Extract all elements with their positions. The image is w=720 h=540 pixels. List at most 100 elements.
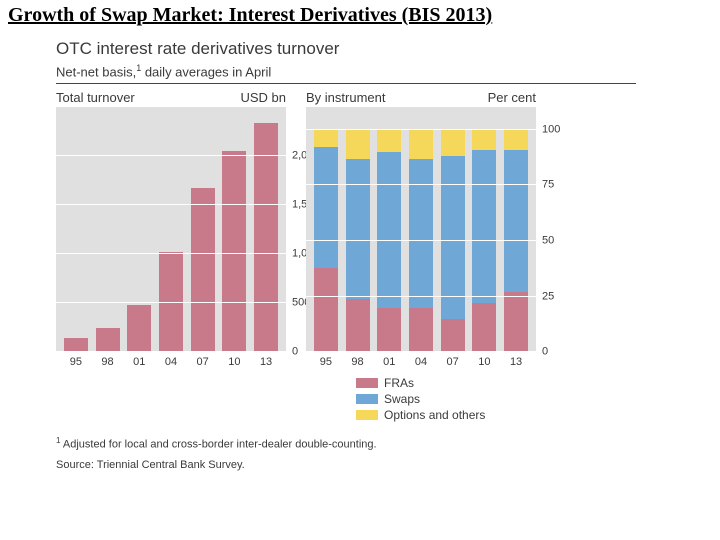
- gridline: [306, 129, 536, 130]
- bar: [64, 338, 88, 353]
- bar: [222, 151, 246, 352]
- bar-segment-fras: [377, 308, 401, 353]
- bar: [254, 123, 278, 352]
- xaxis-left: 95 98 01 04 07 10 13: [56, 356, 286, 368]
- xtick: 10: [472, 356, 496, 368]
- xaxis-right: 95 98 01 04 07 10 13: [306, 356, 536, 368]
- bar-segment-options: [377, 130, 401, 152]
- xtick: 13: [504, 356, 528, 368]
- panel-left-label: Total turnover: [56, 90, 135, 105]
- xtick: 07: [441, 356, 465, 368]
- bar-segment-swaps: [346, 159, 370, 299]
- xtick: 98: [96, 356, 120, 368]
- ytick: 100: [542, 124, 560, 135]
- bar-column: [504, 130, 528, 353]
- bar-segment-options: [409, 130, 433, 159]
- bar-segment-swaps: [504, 150, 528, 293]
- page-title: Growth of Swap Market: Interest Derivati…: [8, 4, 712, 27]
- gridline: [306, 184, 536, 185]
- chart-title: OTC interest rate derivatives turnover: [56, 39, 636, 59]
- bar-segment-swaps: [472, 150, 496, 304]
- panels: Total turnover USD bn 2,0001,5001,000500…: [56, 90, 636, 368]
- gridline: [56, 253, 286, 254]
- bar-segment-options: [314, 130, 338, 148]
- ytick: 75: [542, 180, 554, 191]
- bar-column: [222, 151, 246, 352]
- xtick: 04: [409, 356, 433, 368]
- bar-segment-options: [504, 130, 528, 150]
- legend-row: FRAs: [356, 376, 636, 390]
- xtick: 95: [64, 356, 88, 368]
- bar-segment-fras: [314, 268, 338, 353]
- plot-left: [56, 107, 286, 352]
- legend-label: Swaps: [384, 392, 420, 406]
- bar: [127, 305, 151, 352]
- legend-row: Options and others: [356, 408, 636, 422]
- gridline: [56, 155, 286, 156]
- chart-block: OTC interest rate derivatives turnover N…: [56, 39, 636, 471]
- ytick: 0: [542, 347, 548, 358]
- bar-segment-swaps: [409, 159, 433, 308]
- plot-right-wrap: 1007550250: [306, 107, 536, 352]
- gridline: [56, 351, 286, 352]
- bar-segment-swaps: [377, 152, 401, 308]
- bar-column: [346, 130, 370, 353]
- panel-left-unit: USD bn: [240, 90, 286, 105]
- bar-column: [191, 188, 215, 353]
- bar-column: [472, 130, 496, 353]
- xtick: 95: [314, 356, 338, 368]
- bar-segment-options: [346, 130, 370, 159]
- legend: FRAs Swaps Options and others: [356, 376, 636, 422]
- panel-right-head: By instrument Per cent: [306, 90, 536, 105]
- bar-column: [64, 338, 88, 353]
- xtick: 07: [191, 356, 215, 368]
- bar-segment-fras: [504, 292, 528, 352]
- bar-segment-swaps: [314, 147, 338, 267]
- bar-segment-fras: [346, 299, 370, 352]
- bar-column: [409, 130, 433, 353]
- divider: [56, 83, 636, 84]
- bar-column: [96, 328, 120, 353]
- bar: [191, 188, 215, 353]
- bar-segment-swaps: [441, 156, 465, 319]
- bar: [96, 328, 120, 353]
- ytick: 25: [542, 291, 554, 302]
- panel-right: By instrument Per cent 1007550250 95 98 01…: [306, 90, 536, 368]
- ytick: 50: [542, 235, 554, 246]
- xtick: 01: [377, 356, 401, 368]
- panel-left: Total turnover USD bn 2,0001,5001,000500…: [56, 90, 286, 368]
- xtick: 98: [346, 356, 370, 368]
- bar-segment-fras: [441, 319, 465, 352]
- footnote: 1 Adjusted for local and cross-border in…: [56, 436, 636, 451]
- bar-segment-options: [441, 130, 465, 157]
- legend-swatch: [356, 394, 378, 404]
- bar-segment-fras: [409, 308, 433, 353]
- legend-swatch: [356, 410, 378, 420]
- bars-right: [306, 107, 536, 352]
- plot-right: [306, 107, 536, 352]
- bar-column: [127, 305, 151, 352]
- bar-column: [377, 130, 401, 353]
- xtick: 10: [222, 356, 246, 368]
- panel-right-unit: Per cent: [488, 90, 536, 105]
- gridline: [56, 302, 286, 303]
- bar-segment-options: [472, 130, 496, 150]
- xtick: 13: [254, 356, 278, 368]
- xtick: 01: [127, 356, 151, 368]
- bar-segment-fras: [472, 303, 496, 352]
- ytick: 0: [292, 347, 298, 358]
- bars-left: [56, 107, 286, 352]
- source: Source: Triennial Central Bank Survey.: [56, 459, 636, 471]
- panel-left-head: Total turnover USD bn: [56, 90, 286, 105]
- legend-swatch: [356, 378, 378, 388]
- panel-right-label: By instrument: [306, 90, 385, 105]
- gridline: [56, 204, 286, 205]
- chart-subtitle: Net-net basis,1 daily averages in April: [56, 63, 636, 79]
- footnote-text: Adjusted for local and cross-border inte…: [60, 439, 376, 451]
- bar-column: [314, 130, 338, 353]
- bar-column: [441, 130, 465, 353]
- bar-column: [254, 123, 278, 352]
- subtitle-pre: Net-net basis,: [56, 64, 136, 79]
- xtick: 04: [159, 356, 183, 368]
- legend-label: Options and others: [384, 408, 485, 422]
